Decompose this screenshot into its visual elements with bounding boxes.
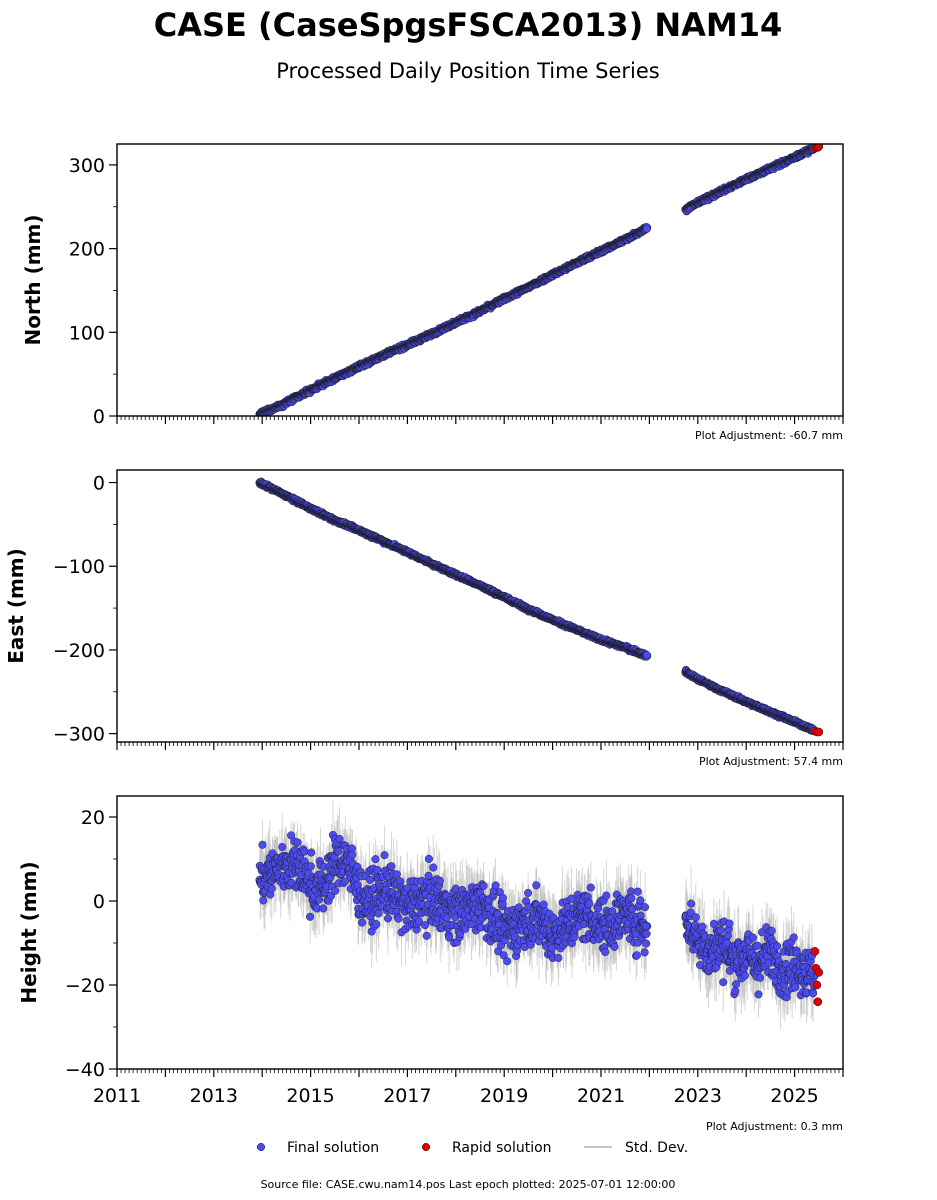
panels-group: 0 100 200 300 North (mm) Plot Adjustment: -60… [4, 143, 844, 1133]
chart-subtitle: Processed Daily Position Time Series [276, 59, 660, 83]
plot-adjustment-note: Plot Adjustment: -60.7 mm [695, 429, 843, 442]
panel-1: 0 100 200 300 North (mm) Plot Adjustment: -60… [21, 143, 844, 442]
y-tick-label: 300 [69, 155, 105, 177]
data-points [255, 144, 824, 416]
final-solution-point [642, 224, 651, 233]
y-tick-label: 200 [69, 239, 105, 261]
chart-title: CASE (CaseSpgsFSCA2013) NAM14 [154, 6, 783, 44]
rapid-solution-point [814, 144, 824, 151]
y-axis-label: North (mm) [21, 214, 45, 345]
y-tick-label: 100 [69, 322, 105, 344]
y-tick-label: 0 [93, 406, 105, 428]
